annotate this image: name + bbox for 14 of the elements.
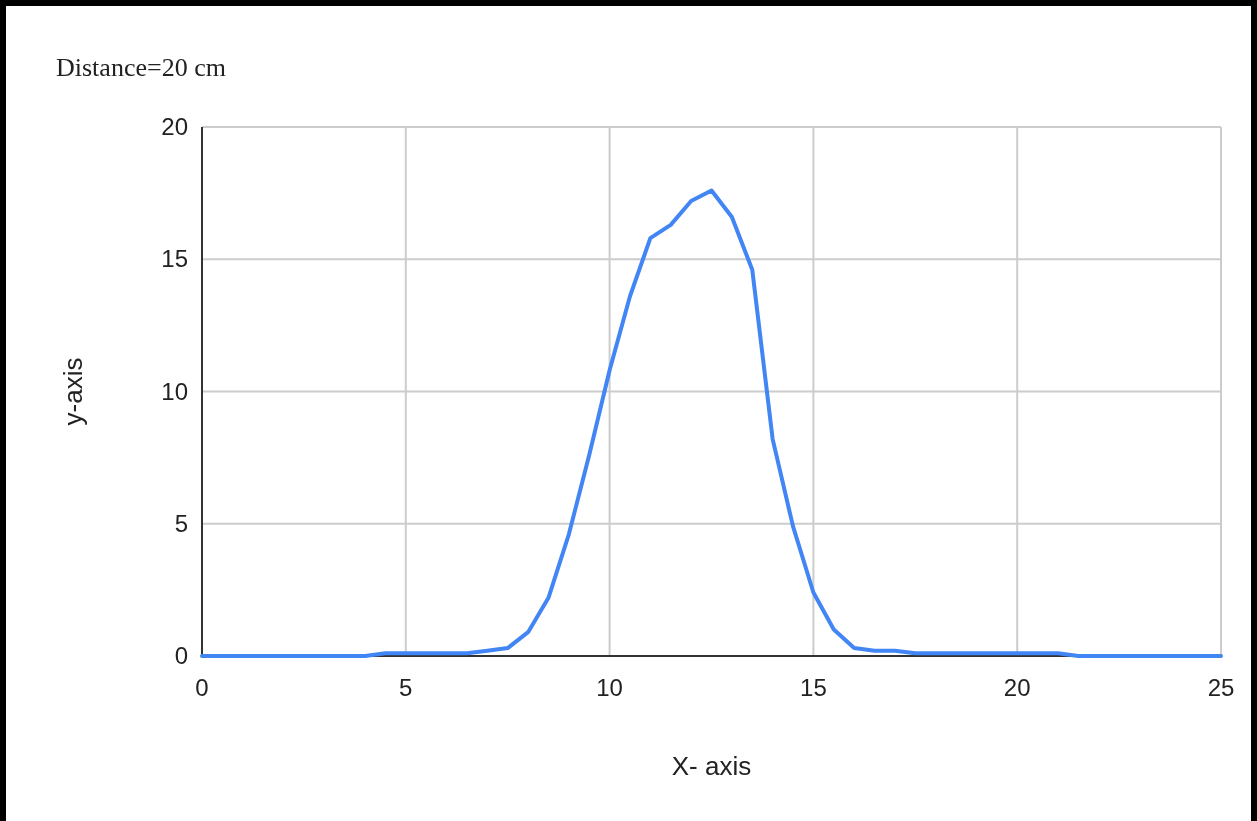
y-tick-label: 0 [174,642,188,669]
x-tick-label: 0 [195,674,209,701]
x-tick-label: 25 [1207,674,1235,701]
y-tick-label: 15 [161,245,188,273]
y-tick-label: 20 [161,113,188,140]
y-tick-label: 5 [174,509,188,537]
x-axis-title: X- axis [671,751,752,781]
x-tick-label: 15 [800,674,827,701]
x-tick-label: 10 [596,674,623,701]
x-tick-label: 20 [1003,674,1031,701]
x-tick-label: 5 [399,674,413,701]
y-tick-label: 10 [161,377,188,405]
y-axis-title: y-axis [58,357,88,426]
chart-title: Distance=20 cm [56,53,226,82]
